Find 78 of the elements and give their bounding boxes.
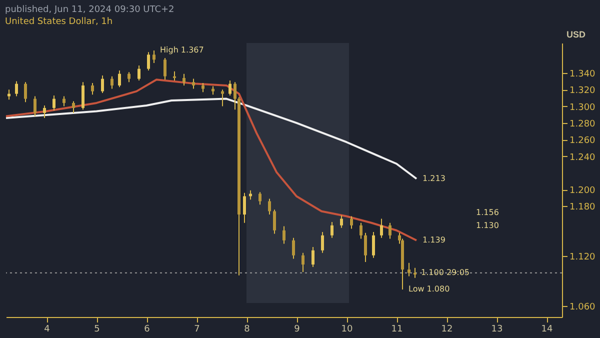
candlestick bbox=[152, 50, 156, 64]
annotation: 1.130 bbox=[476, 221, 499, 230]
candlestick bbox=[43, 104, 46, 118]
line-series bbox=[5, 78, 418, 242]
x-tick-label: 9 bbox=[294, 324, 300, 334]
candlestick bbox=[164, 57, 166, 80]
y-tick-label: 1.320 bbox=[570, 86, 596, 96]
candlestick bbox=[340, 214, 343, 228]
candlestick bbox=[24, 82, 27, 103]
candlestick bbox=[330, 222, 334, 238]
x-tick-label: 11 bbox=[391, 324, 403, 334]
y-tick-label: 1.240 bbox=[570, 152, 596, 163]
candlestick bbox=[128, 72, 130, 83]
annotation: Low 1.080 bbox=[408, 284, 450, 294]
candlestick bbox=[147, 52, 150, 71]
candlestick bbox=[138, 64, 140, 81]
line-series bbox=[5, 98, 418, 180]
candlestick bbox=[380, 218, 383, 238]
candlestick bbox=[228, 80, 232, 96]
x-tick-label: 5 bbox=[94, 324, 100, 334]
candlestick bbox=[372, 232, 375, 258]
x-tick-label: 12 bbox=[441, 324, 453, 334]
candlestick bbox=[72, 100, 75, 114]
candlestick bbox=[234, 82, 236, 110]
candlestick bbox=[62, 96, 66, 107]
candlestick bbox=[34, 96, 36, 117]
annotation: 1.213 bbox=[422, 174, 446, 183]
candlestick bbox=[292, 237, 295, 260]
y-tick-label: 1.120 bbox=[570, 252, 596, 263]
candlestick bbox=[282, 226, 286, 244]
y-tick-label: 1.180 bbox=[570, 202, 596, 213]
x-tick-label: 8 bbox=[244, 324, 250, 334]
x-tick-label: 4 bbox=[44, 324, 50, 334]
annotation: 1.156 bbox=[476, 208, 499, 217]
x-tick-label: 7 bbox=[194, 324, 200, 334]
x-tick-label: 10 bbox=[341, 324, 353, 334]
candlestick bbox=[243, 192, 246, 224]
candlestick bbox=[414, 267, 416, 278]
candlestick bbox=[249, 190, 252, 200]
x-tick-label: 14 bbox=[541, 324, 553, 334]
y-tick-label: 1.280 bbox=[570, 119, 596, 130]
y-tick-label: 1.340 bbox=[570, 69, 596, 80]
candlestick bbox=[52, 94, 56, 111]
y-tick-label: 1.260 bbox=[570, 136, 596, 146]
candlestick bbox=[101, 74, 104, 94]
candlestick bbox=[273, 209, 276, 234]
y-axis-title: USD bbox=[566, 30, 586, 40]
y-tick-label: 1.060 bbox=[570, 302, 596, 313]
candlestick bbox=[268, 198, 271, 216]
annotation: High 1.367 bbox=[160, 45, 204, 54]
candlestick bbox=[15, 80, 18, 97]
y-tick-label: 1.300 bbox=[570, 102, 596, 113]
candlestick bbox=[350, 216, 353, 230]
candlestick bbox=[360, 222, 362, 240]
y-tick-label: 1.200 bbox=[570, 186, 596, 196]
candlestick bbox=[302, 252, 304, 273]
candlestick bbox=[312, 246, 314, 268]
annotation: 1.100 29:05 bbox=[421, 268, 470, 277]
candlestick bbox=[192, 78, 195, 90]
candlestick bbox=[388, 222, 392, 240]
candlestick bbox=[91, 82, 94, 96]
candlestick bbox=[408, 262, 410, 277]
chart-title: published, Jun 11, 2024 09:30 UTC+2 bbox=[5, 5, 174, 15]
candlestick bbox=[173, 70, 176, 81]
x-tick-label: 13 bbox=[491, 324, 503, 334]
candlestick bbox=[321, 232, 324, 254]
annotation: 1.139 bbox=[422, 235, 446, 244]
candlestick bbox=[221, 89, 224, 107]
candlestick bbox=[110, 76, 114, 90]
chart-subtitle: United States Dollar, 1h bbox=[5, 17, 113, 27]
candlestick bbox=[258, 192, 262, 206]
candlestick bbox=[8, 89, 10, 100]
candlestick bbox=[82, 82, 84, 110]
candlestick bbox=[118, 70, 121, 88]
candlestick bbox=[182, 73, 186, 86]
x-tick-label: 6 bbox=[144, 324, 150, 334]
candlestick bbox=[364, 232, 367, 263]
candlestick bbox=[202, 82, 204, 93]
